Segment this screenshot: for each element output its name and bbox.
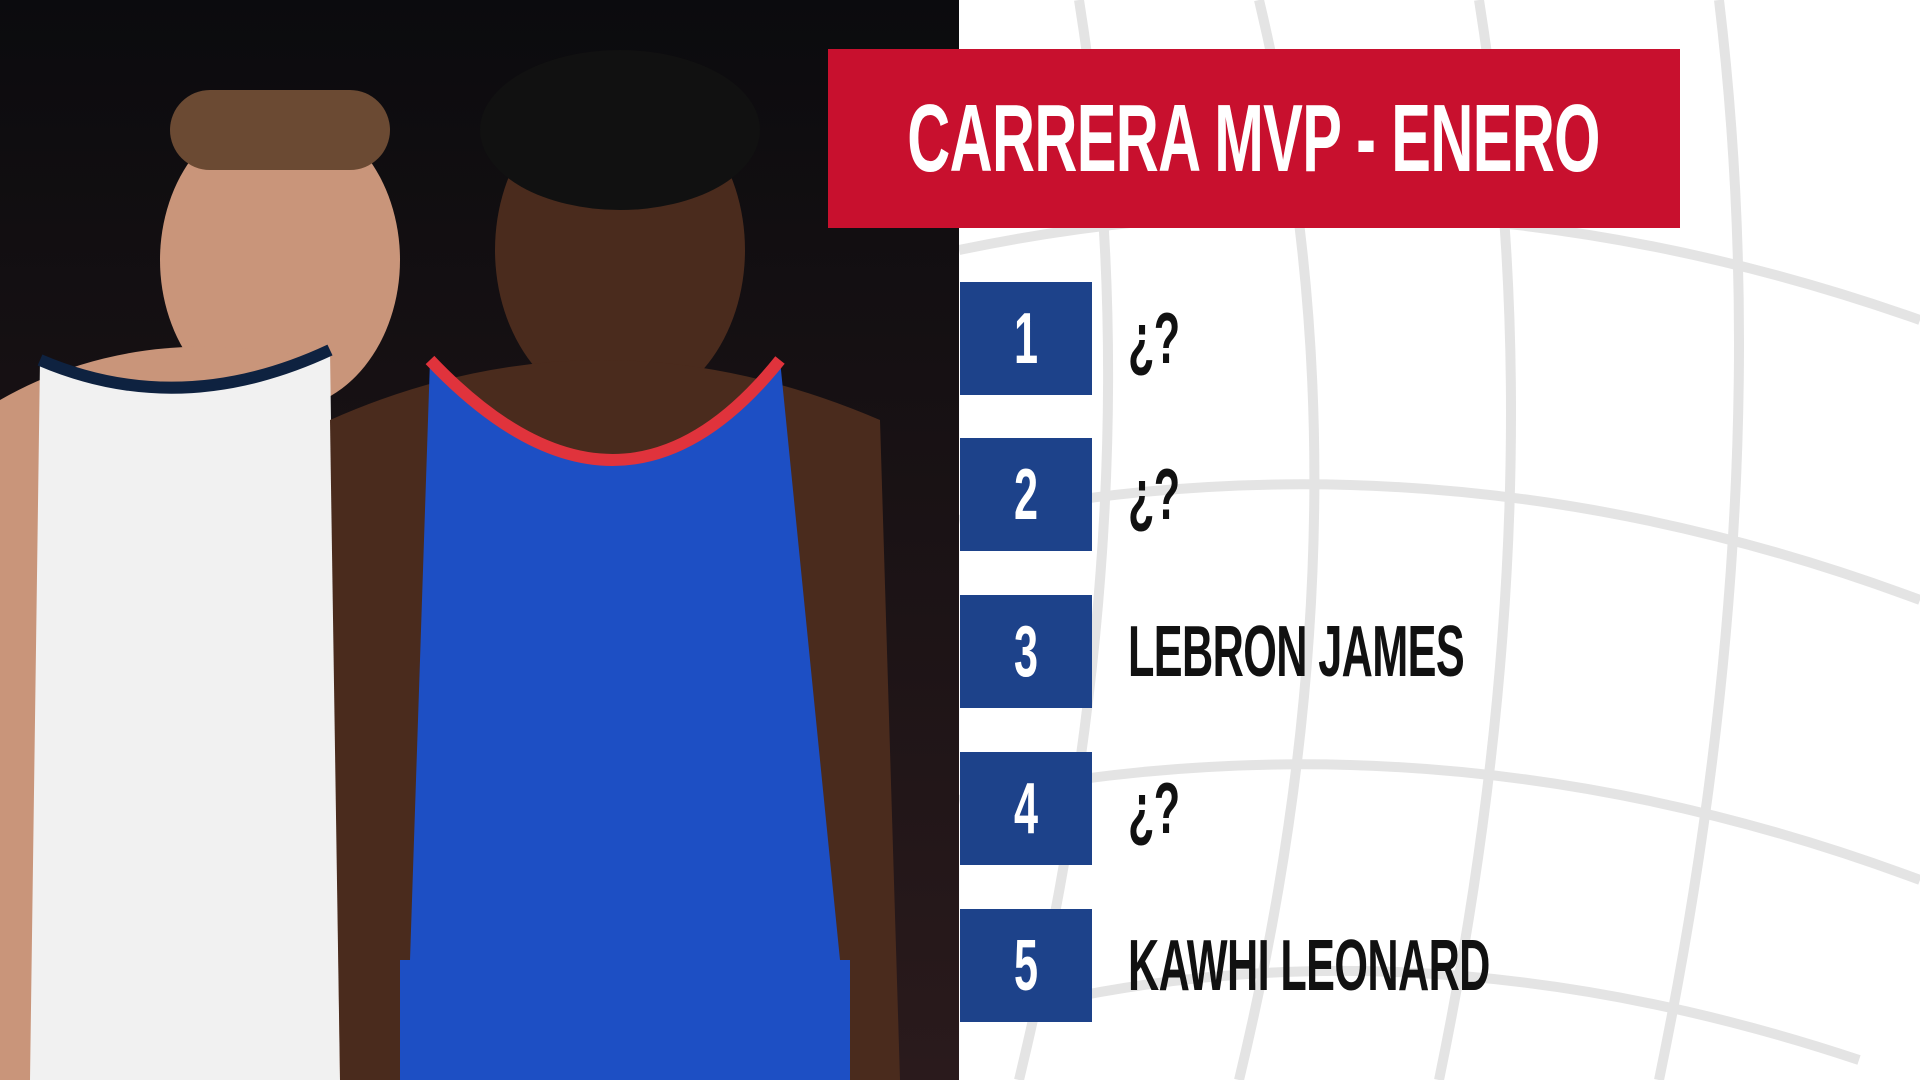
- rank-number: 2: [1013, 454, 1039, 535]
- player-photo: [0, 0, 959, 1080]
- player-name: ¿?: [1128, 768, 1180, 849]
- rank-box: 4: [960, 752, 1092, 865]
- rank-number: 5: [1013, 925, 1039, 1006]
- rank-box: 1: [960, 282, 1092, 395]
- rank-box: 5: [960, 909, 1092, 1022]
- title: CARRERA MVP - ENERO: [907, 84, 1601, 192]
- ranking-row: 3 LEBRON JAMES: [960, 595, 1660, 708]
- player-name-cell: ¿?: [1128, 282, 1214, 395]
- rank-number: 1: [1013, 298, 1039, 379]
- ranking-row: 5 KAWHI LEONARD: [960, 909, 1660, 1022]
- ranking-row: 4 ¿?: [960, 752, 1660, 865]
- player-name-cell: KAWHI LEONARD: [1128, 909, 1731, 1022]
- player-name: ¿?: [1128, 454, 1180, 535]
- player-name-cell: ¿?: [1128, 438, 1214, 551]
- ranking-row: 2 ¿?: [960, 438, 1660, 551]
- rank-number: 3: [1013, 611, 1039, 692]
- player-name: LEBRON JAMES: [1128, 611, 1465, 692]
- player-name: ¿?: [1128, 298, 1180, 379]
- ranking-row: 1 ¿?: [960, 282, 1660, 395]
- rank-box: 3: [960, 595, 1092, 708]
- rank-box: 2: [960, 438, 1092, 551]
- player-name-cell: ¿?: [1128, 752, 1214, 865]
- player-name-cell: LEBRON JAMES: [1128, 595, 1688, 708]
- player-name: KAWHI LEONARD: [1128, 925, 1490, 1006]
- title-banner: CARRERA MVP - ENERO: [828, 49, 1680, 228]
- rank-number: 4: [1013, 768, 1039, 849]
